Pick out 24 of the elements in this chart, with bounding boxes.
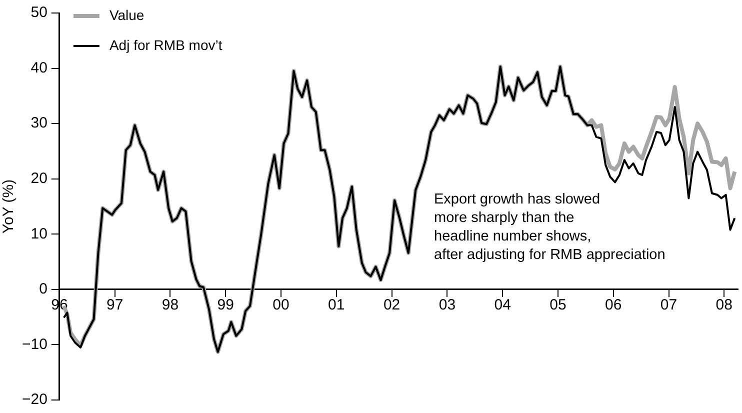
x-tick-label: 05	[550, 296, 566, 314]
x-tick-label: 99	[217, 296, 234, 314]
x-tick-label: 07	[660, 296, 678, 314]
y-tick-label: −20	[22, 391, 48, 408]
y-tick-label: 40	[30, 59, 48, 76]
y-tick-label: 0	[39, 280, 48, 298]
x-tick-label: 04	[494, 296, 511, 314]
x-tick-label: 97	[106, 296, 124, 314]
x-tick-label: 06	[605, 296, 622, 314]
y-tick-label: 10	[30, 225, 48, 242]
x-tick-label: 98	[162, 296, 179, 314]
y-tick-label: 50	[30, 4, 48, 22]
x-tick-label: 08	[716, 296, 732, 314]
annotation: Export growth has slowed more sharply than the headline number shows, after adjusting for RMB appreciation	[434, 192, 666, 264]
y-tick-label: −10	[22, 336, 48, 353]
y-axis-title: YoY (%)	[0, 179, 18, 234]
x-tick-label: 03	[438, 296, 456, 314]
x-tick-label: 02	[383, 296, 400, 314]
legend-label: Adj for RMB mov’t	[109, 36, 222, 53]
y-tick-label: 20	[30, 170, 48, 187]
y-tick-label: 30	[30, 114, 48, 132]
x-tick-label: 01	[328, 296, 345, 314]
x-tick-label: 00	[272, 296, 290, 314]
legend-label: Value	[109, 6, 144, 23]
